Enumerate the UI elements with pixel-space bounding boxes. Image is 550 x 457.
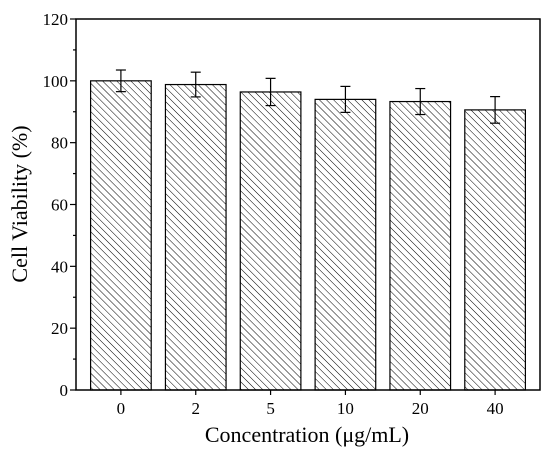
- x-axis-ticks: 0 2 5 10 20 40: [117, 390, 504, 418]
- y-tick-label: 80: [51, 134, 68, 153]
- y-tick-label: 0: [60, 381, 69, 400]
- x-tick-label: 2: [191, 399, 200, 418]
- y-tick-label: 60: [51, 196, 68, 215]
- y-axis-label: Cell Viability (%): [7, 125, 32, 282]
- bar-20: [389, 100, 452, 391]
- y-tick-label: 40: [51, 257, 68, 276]
- x-tick-label: 10: [337, 399, 354, 418]
- x-tick-label: 20: [412, 399, 429, 418]
- x-axis-label: Concentration (μg/mL): [205, 422, 409, 447]
- bar-40: [464, 109, 527, 391]
- error-bars-layer: [115, 69, 501, 124]
- error-bar-0: [115, 69, 126, 93]
- y-tick-label: 100: [43, 72, 69, 91]
- error-bar-10: [340, 85, 351, 113]
- y-tick-label: 20: [51, 319, 68, 338]
- bar-0: [89, 80, 152, 391]
- error-bar-2: [190, 71, 201, 98]
- x-tick-label: 40: [487, 399, 504, 418]
- bar-2: [164, 83, 227, 391]
- error-bar-20: [415, 87, 426, 116]
- x-tick-label: 5: [266, 399, 275, 418]
- bar-10: [314, 98, 377, 391]
- error-bar-40: [490, 96, 501, 124]
- bars-layer: [89, 80, 527, 391]
- error-bar-5: [265, 77, 276, 107]
- bar-5: [239, 91, 302, 391]
- y-tick-label: 120: [43, 10, 69, 29]
- x-tick-label: 0: [117, 399, 126, 418]
- y-axis-ticks: 0 20 40 60 80 100 120: [43, 10, 76, 400]
